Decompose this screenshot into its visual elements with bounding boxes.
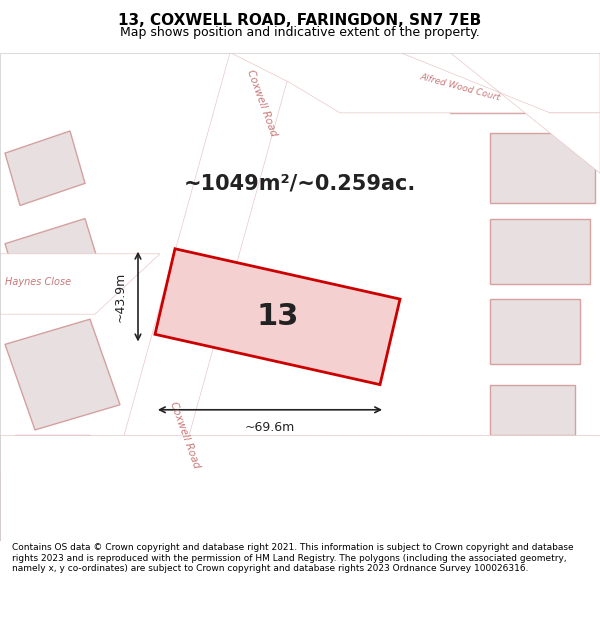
Polygon shape <box>300 516 430 541</box>
Polygon shape <box>230 52 600 113</box>
Polygon shape <box>0 435 600 541</box>
Text: Alfred Wood Court: Alfred Wood Court <box>419 72 501 102</box>
Polygon shape <box>5 131 85 206</box>
Text: Haynes Close: Haynes Close <box>5 277 71 287</box>
Polygon shape <box>400 52 600 173</box>
Text: 13, COXWELL ROAD, FARINGDON, SN7 7EB: 13, COXWELL ROAD, FARINGDON, SN7 7EB <box>118 13 482 28</box>
Text: Coxwell Road: Coxwell Road <box>168 400 202 469</box>
Text: ~43.9m: ~43.9m <box>113 271 127 322</box>
Polygon shape <box>450 58 540 113</box>
Polygon shape <box>490 384 575 435</box>
Polygon shape <box>490 219 590 284</box>
Text: Map shows position and indicative extent of the property.: Map shows position and indicative extent… <box>120 26 480 39</box>
Text: Contains OS data © Crown copyright and database right 2021. This information is : Contains OS data © Crown copyright and d… <box>12 543 574 573</box>
Polygon shape <box>5 219 105 309</box>
Polygon shape <box>0 254 160 314</box>
Polygon shape <box>350 58 430 103</box>
Polygon shape <box>160 511 240 541</box>
Polygon shape <box>540 58 600 108</box>
Polygon shape <box>5 319 120 430</box>
Text: 13: 13 <box>256 302 299 331</box>
Text: ~1049m²/~0.259ac.: ~1049m²/~0.259ac. <box>184 173 416 193</box>
Polygon shape <box>450 516 570 541</box>
Polygon shape <box>160 445 250 501</box>
Polygon shape <box>15 435 90 475</box>
Polygon shape <box>300 445 430 506</box>
Polygon shape <box>450 445 570 511</box>
Polygon shape <box>490 133 595 204</box>
Polygon shape <box>95 52 295 541</box>
Text: ~69.6m: ~69.6m <box>245 421 295 434</box>
Text: Coxwell Road: Coxwell Road <box>245 68 279 138</box>
Polygon shape <box>155 249 400 384</box>
Polygon shape <box>490 299 580 364</box>
Polygon shape <box>0 475 80 541</box>
